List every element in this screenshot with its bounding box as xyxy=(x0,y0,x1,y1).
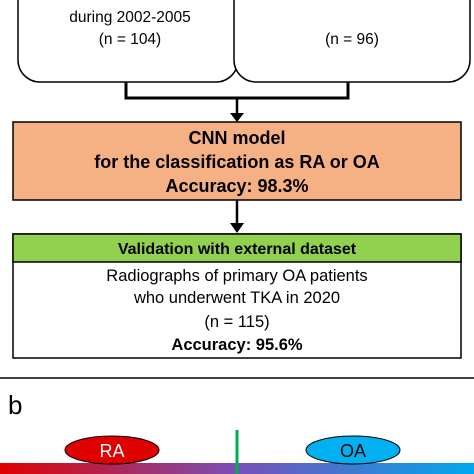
training-right-count: (n = 96) xyxy=(325,31,379,48)
validation-header-text: Validation with external dataset xyxy=(118,241,357,258)
cnn-accuracy: Accuracy: 98.3% xyxy=(165,176,308,196)
ra-label-ellipse xyxy=(64,435,160,465)
ra-label: RA xyxy=(99,441,124,461)
cnn-title: CNN model xyxy=(188,128,285,148)
validation-accuracy: Accuracy: 95.6% xyxy=(171,336,302,354)
validation-line1: Radiographs of primary OA patients xyxy=(106,267,367,285)
training-box-right xyxy=(233,0,471,83)
cnn-subtitle: for the classification as RA or OA xyxy=(94,152,379,172)
validation-count: (n = 115) xyxy=(204,313,269,331)
merge-connector xyxy=(124,82,350,100)
arrow-down-icon xyxy=(230,113,244,122)
oa-label-ellipse xyxy=(305,435,401,465)
panel-b-label: b xyxy=(8,390,22,420)
oa-label: OA xyxy=(340,441,366,461)
validation-line2: who underwent TKA in 2020 xyxy=(133,289,340,307)
validation-header xyxy=(12,233,462,263)
training-left-line1: during 2002-2005 xyxy=(69,9,191,26)
training-left-count: (n = 104) xyxy=(99,31,161,48)
arrow-down-icon xyxy=(230,223,244,233)
cnn-model-box xyxy=(12,121,462,201)
